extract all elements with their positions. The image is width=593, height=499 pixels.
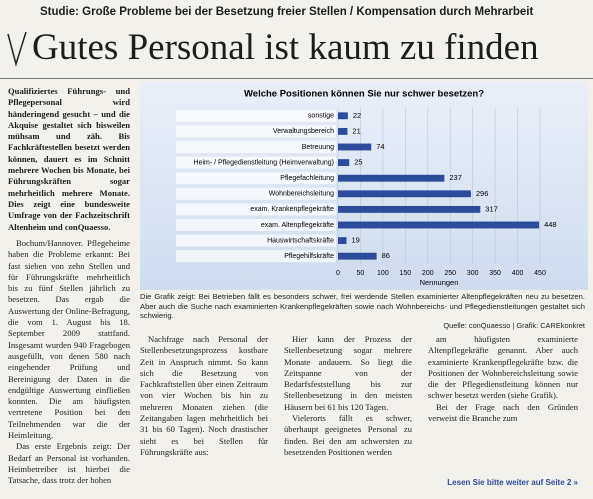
label-box [176,109,336,122]
x-axis-title: Nennungen [420,278,459,287]
paragraph: Das erste Ergebnis zeigt: Der Bedarf an … [8,441,130,486]
chart-title: Welche Positionen können Sie nur schwer … [244,89,484,100]
paragraph: Bochum/Hannover. Pflegeheime haben die P… [8,238,130,441]
mark [7,31,27,67]
label-box [176,156,336,169]
paragraph: Hier kann der Prozess der Stellenbesetzu… [284,334,412,412]
value-label: 22 [353,111,361,120]
label-box [176,172,336,185]
y-tick-label: Pflegefachleitung [280,175,334,182]
headline: Gutes Personal ist kaum zu finden [32,27,539,68]
value-label: 86 [382,251,390,260]
x-tick-label: 200 [422,270,434,277]
bar [338,127,348,135]
rule [0,78,593,79]
label-box [176,203,336,216]
x-tick-label: 0 [336,270,340,277]
bar [338,143,372,151]
bar [338,174,445,182]
continue-link[interactable]: Lesen Sie bitte weiter auf Seite 2 » [447,478,578,487]
label-box [176,250,336,263]
bar [338,159,350,167]
y-tick-label: sonstige [308,113,334,120]
x-tick-label: 100 [377,270,389,277]
label-box [176,141,336,153]
value-label: 19 [352,236,360,245]
paragraph: Nachfrage nach Personal der Stellenbeset… [140,334,268,457]
x-tick-label: 300 [467,270,479,277]
value-label: 237 [449,173,462,182]
value-label: 317 [485,204,498,213]
column: Bochum/Hannover. Pflegeheime haben die P… [8,238,130,490]
y-tick-label: exam. Krankenpflegekräfte [250,206,334,213]
y-tick-label: Hauswirtschaftskräfte [267,237,334,244]
source: Quelle: conQuaesso | Grafik: CAREkonkret [443,321,585,330]
value-label: 21 [352,126,360,135]
x-tick-label: 350 [489,270,501,277]
label-box [176,219,336,231]
bar [338,205,481,213]
value-label: 74 [376,142,384,151]
column: Hier kann der Prozess der Stellenbesetzu… [284,334,412,490]
y-tick-label: Wohnbereichsleitung [269,191,334,198]
paragraph: Vielerorts fällt es schwer, überhaupt ge… [284,413,412,457]
caption: Die Grafik zeigt: Bei Betrieben fällt es… [140,292,585,320]
label-box [176,187,336,200]
y-tick-label: Verwaltungsbereich [273,128,334,135]
y-tick-label: Heim- / Pflegedienstleitung (Heimverwalt… [194,159,334,166]
paragraph: Bei der Frage nach den Gründen verweist … [428,401,578,424]
bar [338,190,471,198]
bar [338,221,540,229]
x-tick-label: 250 [444,270,456,277]
paragraph: am häufigsten examinierte Altenpflegekrä… [428,334,578,401]
column: Nachfrage nach Personal der Stellenbeset… [140,334,268,490]
y-tick-label: Betreuung [302,144,334,151]
label-box [176,234,336,247]
y-tick-label: exam. Altenpflegekräfte [261,222,334,229]
x-tick-label: 50 [357,270,365,277]
chart: Welche Positionen können Sie nur schwer … [140,82,588,290]
bar [338,252,377,260]
x-tick-label: 150 [399,270,411,277]
value-label: 296 [476,189,489,198]
value-label: 448 [544,220,557,229]
y-tick-label: Pflegehilfskräfte [284,253,334,260]
lead: Qualifiziertes Führungs- und Pflegeperso… [8,86,130,232]
x-tick-label: 450 [534,270,546,277]
label-box [176,125,336,138]
bar [338,112,348,120]
kicker: Studie: Große Probleme bei der Besetzung… [40,6,534,18]
column: am häufigsten examinierte Altenpflegekrä… [428,334,578,478]
value-label: 25 [354,158,362,167]
bar [338,237,347,245]
x-tick-label: 400 [512,270,524,277]
